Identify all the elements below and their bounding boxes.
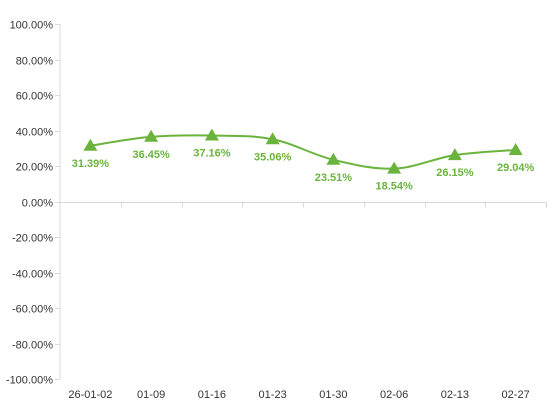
y-tick-label: 80.00%	[16, 56, 54, 68]
data-point-marker	[204, 128, 219, 141]
series-line	[90, 134, 516, 170]
y-tick-label: -40.00%	[12, 269, 53, 281]
data-label: 37.16%	[193, 148, 231, 160]
y-tick-label: -60.00%	[12, 304, 53, 316]
data-label: 35.06%	[254, 151, 292, 163]
y-tick-label: 40.00%	[16, 127, 54, 139]
data-label: 29.04%	[497, 162, 535, 174]
data-point-marker	[144, 129, 159, 142]
data-point-marker	[447, 148, 462, 161]
y-tick-label: 100.00%	[10, 20, 54, 32]
x-tick-label: 01-30	[319, 389, 347, 401]
x-tick-label: 02-13	[441, 389, 469, 401]
data-point-marker	[265, 132, 280, 145]
y-tick-label: 60.00%	[16, 91, 54, 103]
x-tick-label: 02-06	[380, 389, 408, 401]
data-label: 36.45%	[132, 149, 170, 161]
data-label: 23.51%	[315, 172, 353, 184]
y-tick-label: 20.00%	[16, 162, 54, 174]
x-tick-label: 26-01-02	[68, 389, 112, 401]
x-tick-label: 02-27	[502, 389, 530, 401]
x-tick-label: 01-09	[137, 389, 165, 401]
x-tick-label: 01-23	[259, 389, 287, 401]
y-tick-label: -100.00%	[6, 375, 53, 387]
data-point-marker	[387, 161, 402, 174]
data-label: 31.39%	[72, 158, 110, 170]
data-point-marker	[326, 152, 341, 165]
y-tick-label: 0.00%	[22, 198, 53, 210]
data-point-marker	[83, 138, 98, 151]
data-point-marker	[508, 142, 523, 155]
data-label: 18.54%	[375, 181, 413, 193]
y-tick-label: -80.00%	[12, 340, 53, 352]
x-tick-label: 01-16	[198, 389, 226, 401]
data-label: 26.15%	[436, 167, 474, 179]
y-tick-label: -20.00%	[12, 233, 53, 245]
